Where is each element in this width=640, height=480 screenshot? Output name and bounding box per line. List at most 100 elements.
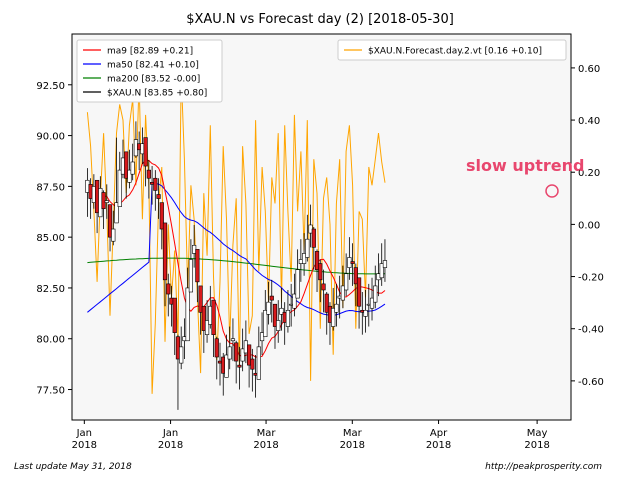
x-tick-label: 2018 — [158, 440, 183, 451]
candle-body — [143, 137, 148, 167]
candle-body — [285, 309, 291, 327]
legend-box — [337, 39, 567, 61]
candle-body — [185, 287, 190, 342]
axes: 77.50 80.00 82.50 85.00 87.50 90.00 92.50 -0.60… — [36, 64, 604, 451]
y-left-tick-label: 77.50 — [36, 386, 65, 397]
candle-body — [227, 346, 232, 360]
candle-body — [159, 202, 164, 230]
y-right-tick-label: 0.00 — [578, 220, 600, 231]
candle-body — [214, 338, 219, 358]
x-tick-label: Jan — [76, 428, 92, 439]
y-left-tick-label: 87.50 — [36, 182, 65, 193]
annotation-circle — [545, 184, 559, 198]
candle-body — [188, 259, 193, 293]
candle-body — [266, 301, 271, 315]
candle-body — [198, 285, 203, 313]
candle-body — [166, 283, 171, 295]
candle-body — [279, 307, 284, 315]
candle-body — [305, 238, 310, 258]
candle-body — [301, 253, 307, 264]
candle-body — [124, 151, 129, 179]
y-right-tick-label: -0.40 — [578, 325, 604, 336]
candle-body — [311, 228, 316, 248]
legend-label: ma9 [82.89 +0.21] — [107, 47, 193, 57]
candle-body — [250, 358, 255, 370]
candle-body — [314, 251, 320, 270]
candle-body — [321, 283, 326, 291]
candle-body — [350, 261, 355, 264]
y-left-tick-label: 92.50 — [36, 81, 65, 92]
x-tick-label: Apr — [430, 428, 448, 439]
y-right-tick-label: 0.40 — [578, 116, 600, 127]
candle-body — [356, 277, 362, 307]
candle-body — [224, 354, 229, 378]
x-tick-label: Jan — [162, 428, 178, 439]
candle-body — [211, 299, 216, 335]
candle-body — [153, 177, 158, 191]
candle-body — [276, 320, 281, 331]
candle-body — [117, 169, 122, 207]
candle-body — [237, 364, 242, 368]
y-right-tick-label: 0.20 — [578, 168, 600, 179]
candle-body — [179, 346, 184, 364]
y-left-tick-label: 82.50 — [36, 284, 65, 295]
x-tick-label: Mar — [257, 428, 277, 439]
candle-body — [104, 200, 109, 203]
candle-body — [256, 346, 261, 380]
candle-body — [111, 228, 116, 242]
slow-uptrend-annotation: slow uptrend — [466, 156, 585, 175]
candle-body — [204, 320, 210, 335]
candle-body — [369, 297, 375, 309]
candle-body — [146, 169, 151, 179]
legend-label: ma200 [83.52 -0.00] — [107, 75, 200, 85]
candle-body — [114, 202, 119, 224]
candle-body — [195, 249, 200, 283]
candle-body — [295, 269, 300, 299]
y-left-tick-label: 80.00 — [36, 335, 65, 346]
candle-body — [379, 263, 384, 279]
x-tick-label: May — [527, 428, 548, 439]
candle-body — [230, 338, 236, 342]
candle-body — [107, 204, 113, 238]
y-left-tick-label: 85.00 — [36, 233, 65, 244]
source-url: http://peakprosperity.com — [485, 462, 602, 472]
candle-body — [353, 267, 358, 285]
y-right-tick-label: -0.60 — [578, 377, 604, 388]
candle-body — [373, 285, 378, 303]
candle-body — [269, 295, 274, 301]
legend-label: $XAU.N.Forecast.day.2.vt [0.16 +0.10] — [368, 47, 542, 57]
candle-body — [272, 303, 278, 327]
candle-body — [334, 303, 339, 313]
ma200-line — [87, 257, 385, 275]
legend-label: ma50 [82.41 +0.10] — [107, 61, 199, 71]
candle-body — [331, 307, 336, 327]
x-tick-label: 2018 — [253, 440, 278, 451]
chart-title: $XAU.N vs Forecast day (2) [2018-05-30] — [186, 12, 454, 27]
candle-body — [127, 169, 132, 183]
candle-body — [162, 222, 168, 281]
legend-label: $XAU.N [83.85 +0.80] — [107, 89, 207, 99]
x-tick-label: 2018 — [426, 440, 451, 451]
candle-body — [340, 285, 346, 301]
candle-body — [247, 344, 252, 366]
candle-body — [130, 161, 135, 175]
ma50-line — [87, 182, 386, 316]
legend-left: ma9 [82.89 +0.21] ma50 [82.41 +0.10] ma200… — [76, 39, 223, 103]
candle-body — [263, 309, 268, 338]
candle-body — [201, 305, 206, 331]
x-tick-label: Mar — [343, 428, 363, 439]
legend-right: $XAU.N.Forecast.day.2.vt [0.16 +0.10] — [337, 39, 567, 61]
candle-body — [292, 293, 297, 309]
candle-body — [344, 273, 349, 291]
candle-body — [234, 342, 239, 362]
candlestick-series — [85, 121, 388, 410]
candle-body — [240, 348, 245, 362]
candle-body — [156, 194, 161, 199]
candle-body — [172, 297, 177, 333]
y-right-tick-label: -0.20 — [578, 273, 604, 284]
last-update-text: Last update May 31, 2018 — [14, 462, 132, 472]
x-tick-label: 2018 — [72, 440, 97, 451]
y-left-tick-label: 90.00 — [36, 132, 65, 143]
legend-box — [76, 39, 223, 103]
candle-body — [382, 260, 388, 268]
